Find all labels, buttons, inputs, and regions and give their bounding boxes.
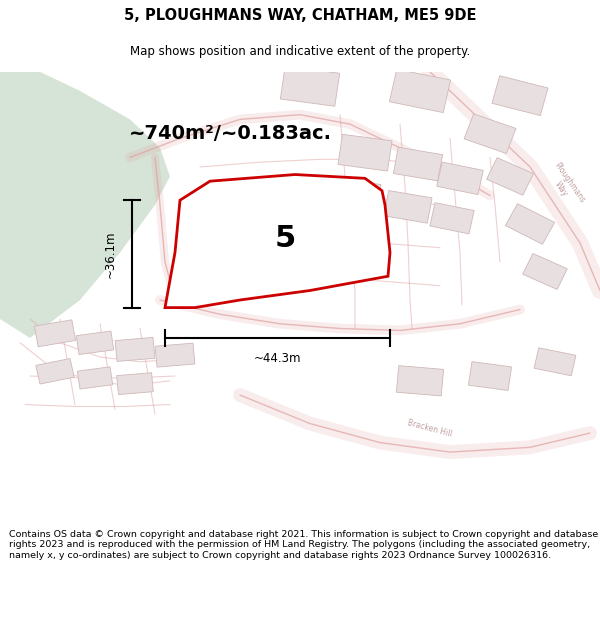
Polygon shape [384,191,432,223]
Polygon shape [76,331,114,354]
Polygon shape [115,338,155,361]
Polygon shape [437,162,483,194]
Polygon shape [469,362,512,391]
Polygon shape [523,254,567,289]
Polygon shape [430,202,474,234]
Text: Map shows position and indicative extent of the property.: Map shows position and indicative extent… [130,45,470,58]
Polygon shape [394,148,443,181]
Text: ~44.3m: ~44.3m [254,352,301,366]
Polygon shape [505,204,554,244]
Text: 5, PLOUGHMANS WAY, CHATHAM, ME5 9DE: 5, PLOUGHMANS WAY, CHATHAM, ME5 9DE [124,8,476,23]
Polygon shape [492,76,548,116]
Text: Bracken Hill: Bracken Hill [407,418,454,439]
Polygon shape [534,348,576,376]
Polygon shape [0,72,170,338]
Polygon shape [34,320,76,347]
Polygon shape [389,69,451,112]
Polygon shape [280,66,340,106]
Text: 5: 5 [274,224,296,253]
Text: Contains OS data © Crown copyright and database right 2021. This information is : Contains OS data © Crown copyright and d… [9,530,598,560]
Polygon shape [155,343,195,367]
Text: Ploughmans
Way: Ploughmans Way [544,161,586,211]
Polygon shape [36,359,74,384]
Polygon shape [397,366,443,396]
Polygon shape [487,158,533,195]
Polygon shape [165,174,390,308]
Text: ~740m²/~0.183ac.: ~740m²/~0.183ac. [128,124,331,143]
Polygon shape [464,114,516,154]
Polygon shape [329,178,381,212]
Polygon shape [77,367,113,389]
Text: ~36.1m: ~36.1m [104,230,116,278]
Polygon shape [338,134,392,171]
Polygon shape [116,372,154,394]
